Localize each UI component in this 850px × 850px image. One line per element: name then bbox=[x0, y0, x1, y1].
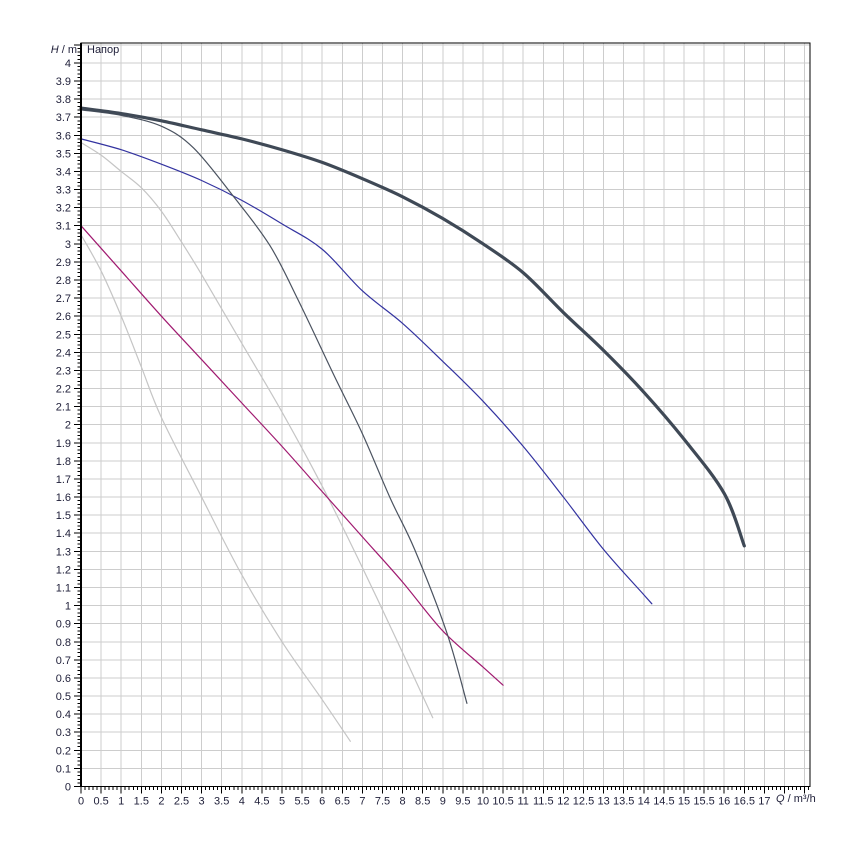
y-tick-label: 0.6 bbox=[56, 673, 71, 685]
x-tick-label: 9.5 bbox=[455, 796, 470, 808]
x-tick-label: 15 bbox=[678, 796, 690, 808]
x-tick-label: 4.5 bbox=[254, 796, 269, 808]
y-tick-label: 1.9 bbox=[56, 438, 71, 450]
y-tick-label: 3.6 bbox=[56, 130, 71, 142]
y-tick-label: 1.2 bbox=[56, 564, 71, 576]
x-tick-label: 13.5 bbox=[613, 796, 634, 808]
y-tick-label: 0.7 bbox=[56, 655, 71, 667]
y-tick-label: 3.1 bbox=[56, 221, 71, 233]
y-tick-label: 1.3 bbox=[56, 546, 71, 558]
curve-gray-upper bbox=[80, 141, 434, 719]
curve-blue bbox=[80, 138, 653, 605]
x-tick-label: 7 bbox=[359, 796, 365, 808]
y-tick-label: 2.2 bbox=[56, 384, 71, 396]
x-tick-label: 1 bbox=[118, 796, 124, 808]
axis-tick-labels: 0 0.5 1 1.5 2 2.5 3 3.5 4 4.5 5 5.5 6 6.5 7 7.5 8 8.5 9 9.5… bbox=[56, 58, 771, 808]
y-tick-label: 2 bbox=[65, 420, 71, 432]
curve-dark-thin bbox=[80, 109, 468, 704]
x-tick-label: 0 bbox=[78, 796, 84, 808]
x-axis-unit: / m³/h bbox=[784, 793, 816, 805]
y-tick-label: 3 bbox=[65, 239, 71, 251]
x-axis-title: Q / m³/h bbox=[776, 793, 816, 805]
y-axis-unit: / m bbox=[58, 44, 77, 56]
y-tick-label: 1.6 bbox=[56, 492, 71, 504]
y-tick-label: 2.1 bbox=[56, 402, 71, 414]
x-tick-label: 12 bbox=[557, 796, 569, 808]
y-tick-label: 3.3 bbox=[56, 185, 71, 197]
x-tick-label: 12.5 bbox=[573, 796, 594, 808]
x-axis-symbol: Q bbox=[776, 793, 785, 805]
x-tick-label: 3 bbox=[199, 796, 205, 808]
y-tick-label: 0.5 bbox=[56, 691, 71, 703]
plot-border bbox=[80, 42, 811, 788]
x-tick-label: 14.5 bbox=[653, 796, 674, 808]
y-tick-label: 2.4 bbox=[56, 347, 71, 359]
y-tick-label: 2.5 bbox=[56, 329, 71, 341]
x-tick-label: 14 bbox=[638, 796, 650, 808]
y-tick-label: 2.9 bbox=[56, 257, 71, 269]
x-tick-label: 7.5 bbox=[375, 796, 390, 808]
x-tick-label: 5.5 bbox=[294, 796, 309, 808]
x-tick-label: 0.5 bbox=[93, 796, 108, 808]
x-tick-label: 4 bbox=[239, 796, 245, 808]
x-tick-label: 10.5 bbox=[492, 796, 513, 808]
y-tick-label: 0.9 bbox=[56, 619, 71, 631]
y-tick-label: 3.7 bbox=[56, 112, 71, 124]
y-tick-label: 0.2 bbox=[56, 745, 71, 757]
x-tick-label: 10 bbox=[477, 796, 489, 808]
x-tick-label: 8.5 bbox=[415, 796, 430, 808]
chart-title: Напор bbox=[87, 44, 120, 56]
y-tick-label: 1.4 bbox=[56, 528, 71, 540]
y-tick-label: 0 bbox=[65, 782, 71, 794]
grid bbox=[80, 43, 810, 787]
x-tick-label: 15.5 bbox=[693, 796, 714, 808]
y-tick-label: 4 bbox=[65, 58, 71, 70]
curve-max-speed-main bbox=[79, 106, 746, 548]
x-tick-label: 16 bbox=[718, 796, 730, 808]
y-tick-label: 0.3 bbox=[56, 727, 71, 739]
y-tick-label: 3.2 bbox=[56, 203, 71, 215]
axis-ticks bbox=[74, 44, 810, 794]
curve-gray-lower bbox=[80, 234, 351, 742]
x-tick-label: 16.5 bbox=[734, 796, 755, 808]
x-tick-label: 17 bbox=[758, 796, 770, 808]
x-tick-label: 3.5 bbox=[214, 796, 229, 808]
y-axis-symbol: H bbox=[50, 44, 59, 56]
x-tick-label: 6 bbox=[319, 796, 325, 808]
curve-magenta bbox=[80, 225, 504, 686]
y-tick-label: 3.4 bbox=[56, 166, 71, 178]
y-tick-label: 0.1 bbox=[56, 763, 71, 775]
y-tick-label: 2.6 bbox=[56, 311, 71, 323]
x-tick-label: 6.5 bbox=[335, 796, 350, 808]
y-tick-label: 0.4 bbox=[56, 709, 71, 721]
y-tick-label: 1 bbox=[65, 601, 71, 613]
y-tick-label: 3.8 bbox=[56, 94, 71, 106]
x-tick-label: 11.5 bbox=[533, 796, 554, 808]
y-tick-label: 3.5 bbox=[56, 148, 71, 160]
y-tick-label: 3.9 bbox=[56, 76, 71, 88]
x-tick-label: 2.5 bbox=[174, 796, 189, 808]
y-axis-title: H / m bbox=[51, 44, 77, 56]
y-tick-label: 0.8 bbox=[56, 637, 71, 649]
y-tick-label: 2.7 bbox=[56, 293, 71, 305]
x-tick-label: 5 bbox=[279, 796, 285, 808]
y-tick-label: 1.7 bbox=[56, 474, 71, 486]
x-tick-label: 8 bbox=[400, 796, 406, 808]
y-tick-label: 1.1 bbox=[56, 583, 71, 595]
y-tick-label: 2.8 bbox=[56, 275, 71, 287]
y-tick-label: 2.3 bbox=[56, 365, 71, 377]
x-tick-label: 13 bbox=[597, 796, 609, 808]
y-tick-label: 1.8 bbox=[56, 456, 71, 468]
x-tick-label: 11 bbox=[517, 796, 528, 808]
y-tick-label: 1.5 bbox=[56, 510, 71, 522]
x-tick-label: 2 bbox=[158, 796, 164, 808]
x-tick-label: 9 bbox=[440, 796, 446, 808]
x-tick-label: 1.5 bbox=[134, 796, 149, 808]
